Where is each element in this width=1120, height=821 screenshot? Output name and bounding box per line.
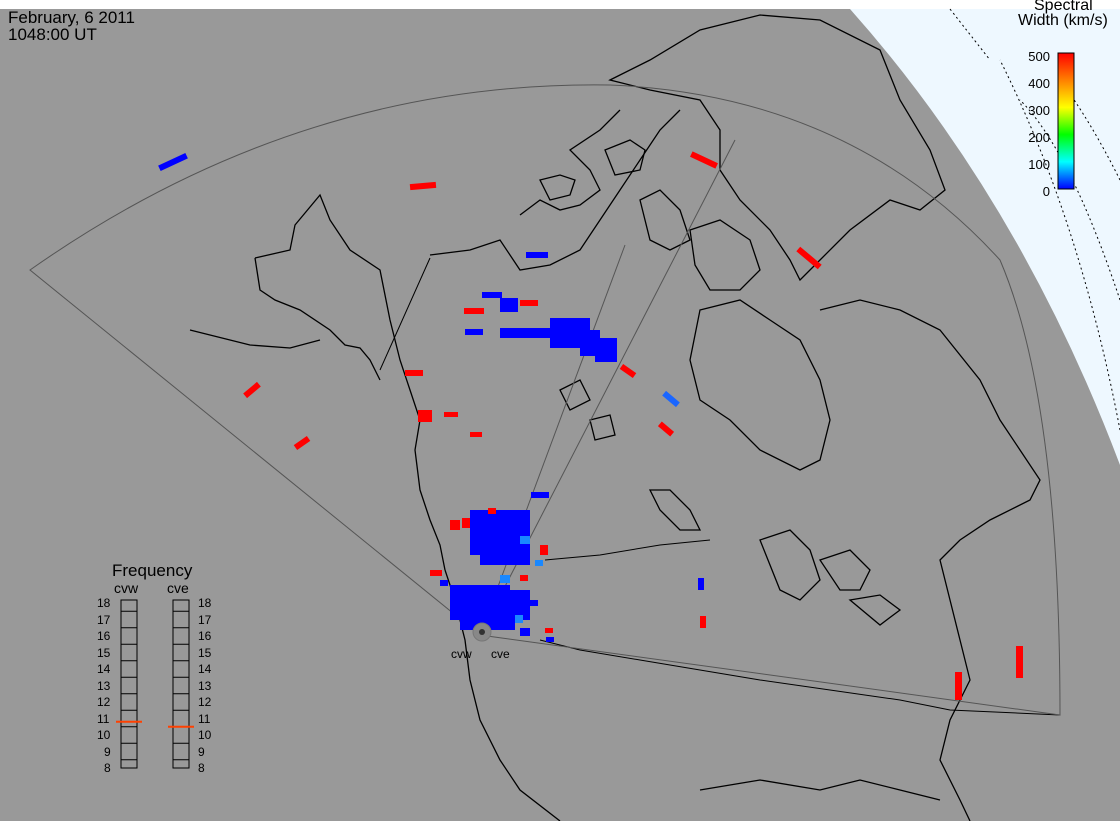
frequency-scale-label: 11 bbox=[97, 711, 110, 726]
frequency-scale-label: 18 bbox=[198, 596, 212, 610]
frequency-scale-label: 14 bbox=[97, 662, 111, 676]
colorbar-tick-label: 500 bbox=[1028, 49, 1050, 64]
frequency-scale-label: 10 bbox=[97, 728, 111, 742]
frequency-scale-label: 11 bbox=[198, 711, 211, 726]
frequency-scales bbox=[120, 599, 190, 769]
frequency-scale-label: 10 bbox=[198, 728, 212, 742]
frequency-scale-label: 8 bbox=[198, 761, 205, 775]
frequency-scale-label: 17 bbox=[97, 612, 111, 627]
frequency-radar-cvw: cvw bbox=[114, 580, 139, 596]
date-label: February, 6 2011 bbox=[8, 8, 135, 27]
radar-site-markers bbox=[472, 622, 492, 642]
colorbar-tick-label: 100 bbox=[1028, 157, 1050, 172]
colorbar-title-line2: Width (km/s) bbox=[1018, 12, 1108, 29]
radar-site-label-cvw: cvw bbox=[451, 647, 472, 661]
scatter-data bbox=[158, 151, 1023, 700]
frequency-scale-label: 14 bbox=[198, 662, 212, 676]
frequency-scale-label: 15 bbox=[198, 645, 212, 660]
colorbar bbox=[1057, 52, 1075, 190]
frequency-scale-label: 16 bbox=[97, 629, 111, 643]
coastlines bbox=[189, 14, 1041, 821]
map-background bbox=[0, 9, 1120, 821]
frequency-radar-cve: cve bbox=[167, 580, 189, 596]
frequency-scale-label: 13 bbox=[97, 678, 111, 693]
frequency-scale-label: 9 bbox=[104, 744, 111, 759]
frequency-scale-label: 15 bbox=[97, 645, 111, 660]
political-borders bbox=[379, 257, 1061, 716]
frequency-scale-label: 12 bbox=[97, 695, 111, 709]
radar-site-label-cve: cve bbox=[491, 647, 510, 661]
frequency-markers bbox=[116, 720, 194, 728]
frequency-title: Frequency bbox=[112, 561, 193, 580]
frequency-scale-label: 9 bbox=[198, 744, 205, 759]
frequency-scale-label: 13 bbox=[198, 678, 212, 693]
frequency-scale-label: 12 bbox=[198, 695, 212, 709]
colorbar-tick-label: 0 bbox=[1042, 184, 1050, 199]
colorbar-title-line1: Spectral bbox=[1034, 0, 1093, 14]
frequency-scale-label: 17 bbox=[198, 612, 212, 627]
frequency-scale-label: 18 bbox=[97, 596, 111, 610]
time-label: 1048:00 UT bbox=[8, 25, 97, 44]
polar-region bbox=[850, 9, 1120, 465]
colorbar-tick-label: 400 bbox=[1028, 76, 1050, 91]
frequency-scale-label: 16 bbox=[198, 629, 212, 643]
colorbar-tick-label: 300 bbox=[1028, 103, 1050, 118]
colorbar-tick-label: 200 bbox=[1028, 130, 1050, 145]
frequency-scale-label: 8 bbox=[104, 761, 111, 775]
